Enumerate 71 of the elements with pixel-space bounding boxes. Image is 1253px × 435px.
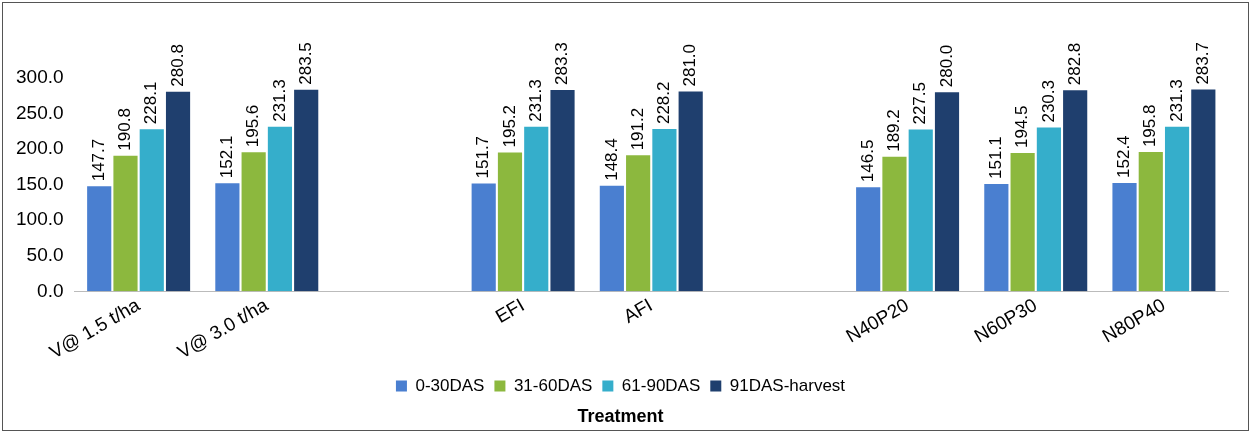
data-label: 228.2 — [654, 81, 674, 125]
data-label: 195.6 — [243, 104, 263, 148]
data-label: 228.1 — [141, 81, 161, 125]
data-label: 152.4 — [1114, 135, 1134, 178]
data-label: 231.3 — [1166, 79, 1186, 122]
y-tick-label: 0.0 — [37, 279, 64, 301]
x-tick-label: V@ 3.0 t/ha — [173, 293, 272, 363]
y-tick-label: 50.0 — [26, 244, 64, 266]
data-label: 151.7 — [473, 135, 493, 179]
bar — [652, 129, 677, 292]
y-tick-label: 250.0 — [16, 101, 64, 123]
data-label: 230.3 — [1038, 80, 1058, 123]
bar — [165, 91, 191, 292]
data-label: 152.1 — [217, 135, 237, 179]
data-label: 151.1 — [986, 136, 1006, 179]
bar — [1164, 126, 1190, 292]
bar — [1010, 153, 1035, 292]
bar — [550, 89, 575, 292]
bar — [294, 89, 319, 292]
bar — [856, 187, 881, 292]
data-label: 194.5 — [1012, 105, 1032, 149]
data-label: 227.5 — [910, 82, 930, 125]
data-label: 191.2 — [627, 107, 647, 151]
data-label: 283.7 — [1193, 42, 1213, 85]
y-tick-label: 200.0 — [16, 137, 64, 159]
data-label: 280.0 — [936, 44, 956, 88]
data-label: 190.8 — [115, 108, 135, 151]
y-tick-label: 300.0 — [16, 66, 64, 88]
legend-label: 31-60DAS — [513, 375, 593, 395]
bar — [241, 152, 266, 292]
data-label: 283.3 — [552, 42, 572, 85]
bar — [1191, 89, 1216, 292]
bar — [934, 92, 960, 292]
data-label: 282.8 — [1064, 42, 1084, 86]
bar — [908, 129, 933, 292]
bar — [1138, 152, 1163, 292]
data-label: 231.3 — [525, 79, 545, 122]
legend-label: 91DAS-harvest — [729, 375, 846, 395]
bar — [599, 185, 624, 292]
data-label: 195.2 — [499, 104, 519, 148]
bar — [215, 183, 240, 292]
data-label: 283.5 — [295, 42, 315, 85]
bar — [984, 183, 1009, 292]
bar — [626, 155, 651, 292]
bar — [87, 186, 112, 292]
data-label: 189.2 — [884, 109, 904, 152]
x-tick-label: EFI — [491, 294, 528, 327]
data-label: 146.5 — [857, 139, 877, 183]
bar — [497, 152, 523, 292]
y-tick-label: 150.0 — [16, 172, 64, 194]
legend-label: 0-30DAS — [415, 375, 485, 395]
bar — [1036, 127, 1061, 292]
legend-label: 61-90DAS — [621, 375, 701, 395]
x-tick-label: AFI — [619, 294, 656, 327]
bar — [471, 183, 496, 292]
bar — [1063, 90, 1088, 292]
data-label: 195.8 — [1140, 104, 1160, 148]
bar — [524, 126, 549, 292]
data-label: 281.0 — [680, 43, 700, 87]
bar — [267, 126, 293, 292]
bar — [882, 156, 907, 292]
bar — [139, 129, 164, 292]
y-tick-label: 100.0 — [16, 208, 64, 230]
data-label: 231.3 — [269, 79, 289, 122]
data-label: 280.8 — [167, 44, 187, 87]
bar — [1112, 182, 1137, 292]
x-axis-title: Treatment — [577, 406, 664, 427]
bar — [678, 91, 703, 292]
bar — [113, 155, 138, 292]
data-label: 148.4 — [601, 138, 621, 181]
data-label: 147.7 — [88, 138, 108, 182]
